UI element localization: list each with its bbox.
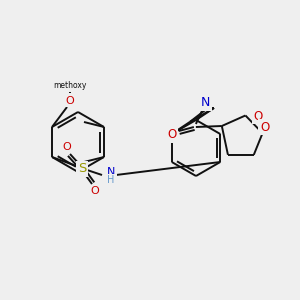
Text: methoxy: methoxy bbox=[53, 82, 87, 91]
Text: O: O bbox=[91, 186, 99, 196]
Text: O: O bbox=[63, 142, 71, 152]
Text: O: O bbox=[167, 128, 176, 142]
Text: N: N bbox=[107, 167, 115, 177]
Text: O: O bbox=[254, 110, 262, 123]
Text: S: S bbox=[78, 163, 86, 176]
Text: O: O bbox=[66, 96, 74, 106]
Text: N: N bbox=[201, 97, 211, 110]
Text: H: H bbox=[107, 175, 115, 185]
Text: O: O bbox=[260, 121, 269, 134]
